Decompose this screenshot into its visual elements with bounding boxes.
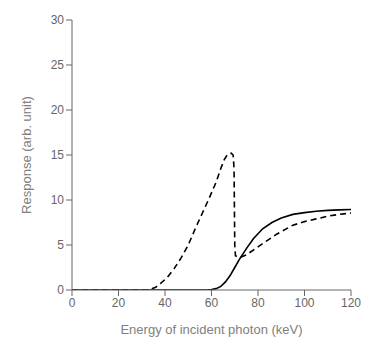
svg-text:30: 30 <box>51 13 65 27</box>
svg-text:40: 40 <box>158 296 172 310</box>
svg-text:20: 20 <box>112 296 126 310</box>
svg-text:0: 0 <box>69 296 76 310</box>
svg-text:25: 25 <box>51 58 65 72</box>
svg-text:100: 100 <box>294 296 314 310</box>
svg-text:Energy of incident photon (keV: Energy of incident photon (keV) <box>120 322 302 337</box>
svg-text:80: 80 <box>251 296 265 310</box>
svg-text:5: 5 <box>57 238 64 252</box>
svg-text:15: 15 <box>51 148 65 162</box>
svg-text:120: 120 <box>341 296 361 310</box>
svg-text:20: 20 <box>51 103 65 117</box>
svg-text:60: 60 <box>205 296 219 310</box>
svg-text:10: 10 <box>51 193 65 207</box>
svg-text:0: 0 <box>57 283 64 297</box>
svg-text:Response (arb. unit): Response (arb. unit) <box>19 96 34 214</box>
